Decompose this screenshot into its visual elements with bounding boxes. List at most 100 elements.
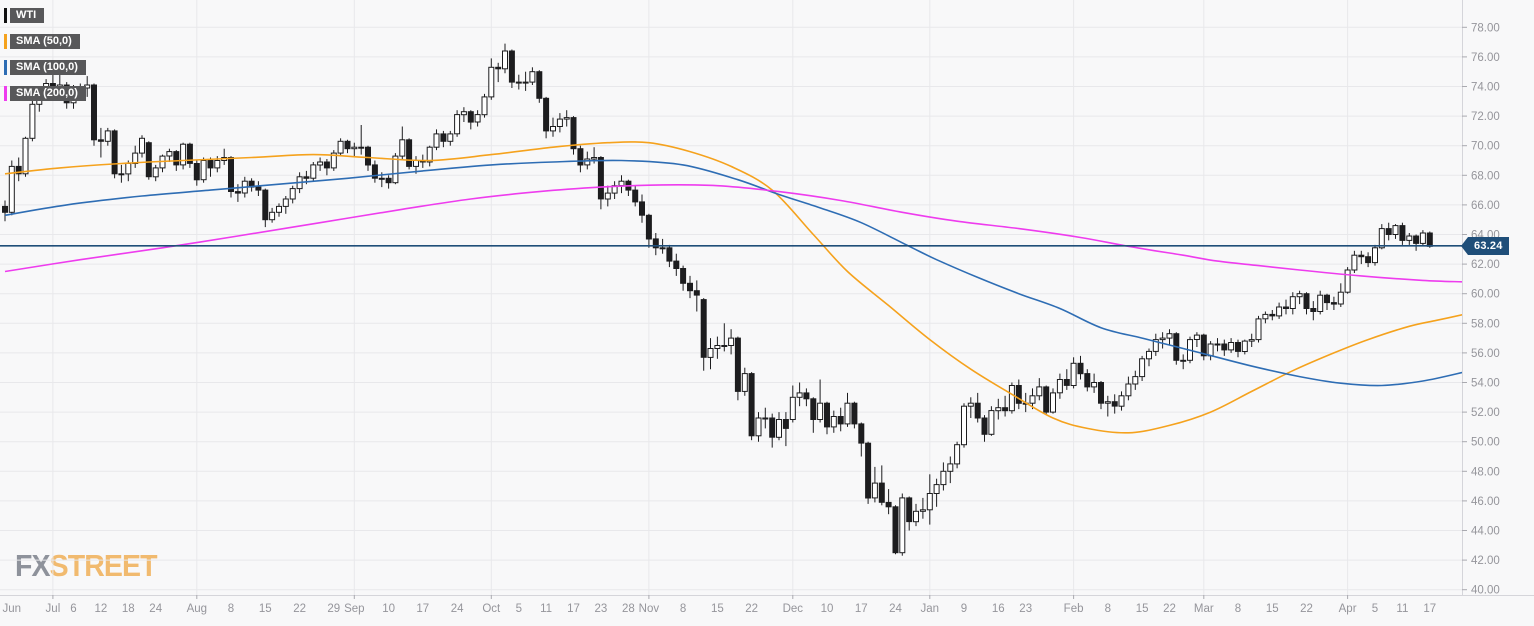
- axes-frame: [0, 0, 1534, 596]
- candle: [762, 407, 769, 429]
- y-axis-label: 42.00: [1471, 555, 1500, 567]
- y-axis[interactable]: 78.0076.0074.0072.0070.0068.0066.0064.00…: [1462, 22, 1500, 597]
- candle: [954, 441, 961, 469]
- candle: [967, 397, 974, 418]
- candle: [1050, 388, 1056, 414]
- candle: [1036, 378, 1043, 401]
- y-axis-label: 58.00: [1471, 318, 1500, 330]
- candle: [728, 329, 735, 355]
- x-axis-label: Jan: [921, 603, 940, 615]
- x-axis-label: 5: [516, 603, 522, 615]
- candle: [406, 138, 413, 170]
- sma50-color-chip: [4, 34, 7, 49]
- x-axis-label: 23: [595, 603, 608, 615]
- candle: [714, 336, 721, 359]
- candle: [522, 71, 529, 91]
- candle: [221, 148, 228, 165]
- candle: [1008, 382, 1015, 414]
- candle: [1419, 230, 1426, 247]
- candle: [454, 110, 461, 137]
- candle: [1207, 341, 1214, 361]
- last-price-badge: 63.24: [1461, 237, 1509, 255]
- x-axis-label: Aug: [187, 603, 207, 615]
- x-axis-label: 22: [293, 603, 306, 615]
- candle: [228, 156, 234, 198]
- candle: [1392, 224, 1399, 239]
- candle: [721, 323, 728, 352]
- candle: [159, 154, 166, 173]
- x-axis-label: 15: [259, 603, 272, 615]
- candle: [1091, 373, 1098, 393]
- y-axis-label: 74.00: [1471, 82, 1500, 94]
- x-axis-label: 22: [745, 603, 758, 615]
- candle: [748, 372, 755, 441]
- candle: [255, 181, 262, 196]
- legend-item-wti[interactable]: WTI: [4, 8, 86, 23]
- x-axis-label: 10: [382, 603, 395, 615]
- legend-item-sma50[interactable]: SMA (50,0): [4, 34, 86, 49]
- y-axis-label: 40.00: [1471, 585, 1500, 597]
- candle: [687, 275, 693, 299]
- y-axis-label: 46.00: [1471, 496, 1500, 508]
- legend-label-sma200: SMA (200,0): [10, 86, 86, 101]
- candle: [104, 127, 111, 146]
- x-axis-label: 10: [821, 603, 834, 615]
- candle: [1283, 299, 1289, 315]
- candle: [385, 175, 392, 189]
- candle: [467, 110, 474, 130]
- legend-label-sma50: SMA (50,0): [10, 34, 80, 49]
- candle: [563, 110, 570, 127]
- y-axis-label: 70.00: [1471, 141, 1500, 153]
- candle: [91, 83, 97, 146]
- x-axis-label: 12: [95, 603, 108, 615]
- candle: [837, 407, 844, 432]
- x-axis-label: Apr: [1339, 603, 1357, 615]
- sma100-color-chip: [4, 60, 7, 75]
- candle: [371, 160, 378, 183]
- candle: [1111, 394, 1118, 414]
- candle: [570, 116, 577, 155]
- x-axis-label: Feb: [1064, 603, 1084, 615]
- legend-label-sma100: SMA (100,0): [10, 60, 86, 75]
- candle: [961, 403, 967, 448]
- candle: [1125, 376, 1132, 401]
- candle: [282, 196, 289, 214]
- x-axis-label: 11: [540, 603, 552, 615]
- candle: [769, 413, 776, 448]
- x-axis-label: 8: [1105, 603, 1111, 615]
- candle: [1152, 333, 1159, 356]
- x-axis-label: 17: [416, 603, 429, 615]
- candle: [817, 379, 824, 423]
- sma200-color-chip: [4, 86, 7, 101]
- x-axis-label: 22: [1300, 603, 1313, 615]
- candle: [248, 178, 255, 192]
- candle: [995, 398, 1002, 420]
- candle: [358, 125, 365, 155]
- candle: [323, 159, 330, 176]
- x-axis-label: 17: [567, 603, 580, 615]
- candle: [940, 462, 947, 491]
- candle: [1139, 355, 1146, 381]
- legend-item-sma100[interactable]: SMA (100,0): [4, 60, 86, 75]
- legend-item-sma200[interactable]: SMA (200,0): [4, 86, 86, 101]
- candle: [755, 412, 762, 442]
- x-axis-label: Oct: [482, 603, 501, 615]
- candle: [1413, 234, 1420, 251]
- x-axis-label: 8: [1235, 603, 1241, 615]
- candle: [317, 157, 324, 171]
- y-axis-label: 44.00: [1471, 526, 1500, 538]
- candle: [550, 117, 556, 137]
- candle: [858, 422, 865, 457]
- candle: [1235, 339, 1241, 358]
- candle: [22, 136, 29, 177]
- x-axis[interactable]: Jun Jul 6 12 18 24 Aug 8 15 22 29 Sep 10 17 24 Oct 5 11 17…: [3, 595, 1437, 615]
- last-price-value: 63.24: [1468, 237, 1509, 255]
- candle: [502, 43, 508, 74]
- candle: [1056, 373, 1063, 399]
- candle: [789, 385, 796, 423]
- candle: [700, 298, 707, 371]
- candle: [392, 153, 399, 185]
- candle: [1344, 267, 1351, 294]
- candle: [447, 130, 454, 146]
